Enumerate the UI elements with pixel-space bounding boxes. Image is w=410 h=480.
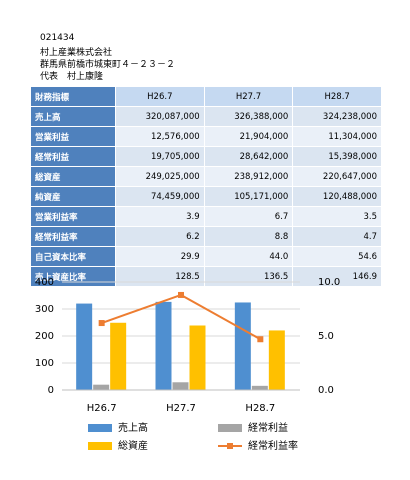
bar <box>155 301 172 390</box>
bar <box>76 303 93 390</box>
cell: 238,912,000 <box>203 166 294 187</box>
cell: 28,642,000 <box>203 146 294 167</box>
x-tick-label: H28.7 <box>245 403 275 414</box>
bar <box>268 330 285 390</box>
bar <box>110 322 127 390</box>
row-label: 経常利益率 <box>30 226 116 247</box>
y-tick-label: 0 <box>48 385 54 396</box>
row-label: 営業利益 <box>30 126 116 147</box>
legend-swatch <box>88 442 112 450</box>
cell: 11,304,000 <box>292 126 382 147</box>
cell: 74,459,000 <box>115 186 205 207</box>
table-row: 営業利益 12,576,000 21,904,000 11,304,000 <box>30 126 382 147</box>
column-header: H26.7 <box>115 86 205 107</box>
legend-swatch-marker <box>227 443 233 449</box>
table-row: 経常利益率 6.2 8.8 4.7 <box>30 226 382 247</box>
cell: 44.0 <box>203 246 294 267</box>
legend-label: 経常利益 <box>248 421 288 434</box>
row-label: 経常利益 <box>30 146 116 167</box>
cell: 326,388,000 <box>203 106 294 127</box>
cell: 6.7 <box>203 206 294 227</box>
column-header: H27.7 <box>203 86 294 107</box>
bar <box>189 325 206 390</box>
bar <box>251 385 268 390</box>
cell: 54.6 <box>292 246 382 267</box>
cell: 320,087,000 <box>115 106 205 127</box>
legend-label: 総資産 <box>118 439 148 452</box>
y-tick-label: 300 <box>35 304 54 315</box>
x-tick-label: H27.7 <box>166 403 196 414</box>
header-row: 財務指標 H26.7 H27.7 H28.7 <box>30 86 382 107</box>
bar <box>93 384 110 390</box>
table-row: 自己資本比率 29.9 44.0 54.6 <box>30 246 382 267</box>
cell: 15,398,000 <box>292 146 382 167</box>
legend-swatch <box>218 424 242 432</box>
column-header: 財務指標 <box>30 86 116 107</box>
cell: 3.9 <box>115 206 205 227</box>
cell: 19,705,000 <box>115 146 205 167</box>
cell: 105,171,000 <box>203 186 294 207</box>
cell: 249,025,000 <box>115 166 205 187</box>
code: 021434 <box>40 33 75 43</box>
chart: 0 100 200 300 400 0.0 5.0 10.0 H26.7 H27.7 H28.7 売上… <box>35 277 340 452</box>
company: 村上産業株式会社 <box>40 48 113 58</box>
table-row: 純資産 74,459,000 105,171,000 120,488,000 <box>30 186 382 207</box>
representative: 代表 村上康隆 <box>40 72 104 82</box>
cell: 21,904,000 <box>203 126 294 147</box>
finance-table: 財務指標 H26.7 H27.7 H28.7 売上高 320,087,000 326,388… <box>30 86 382 287</box>
x-tick-label: H26.7 <box>87 403 117 414</box>
row-label: 売上高 <box>30 106 116 127</box>
row-label: 純資産 <box>30 186 116 207</box>
legend-label: 経常利益率 <box>248 439 298 452</box>
bar <box>234 302 251 390</box>
y-tick-label: 200 <box>35 331 54 342</box>
y2-tick-label: 10.0 <box>318 277 340 288</box>
y2-tick-label: 5.0 <box>318 331 334 342</box>
legend-swatch <box>88 424 112 432</box>
line-marker <box>178 291 184 298</box>
address: 群馬県前橋市城東町４－２３－２ <box>40 60 176 70</box>
y-tick-label: 400 <box>35 277 54 288</box>
cell: 146.9 <box>292 266 382 287</box>
cell: 29.9 <box>115 246 205 267</box>
bar <box>172 382 189 390</box>
y2-tick-label: 0.0 <box>318 385 334 396</box>
line-marker <box>98 320 105 327</box>
cell: 220,647,000 <box>292 166 382 187</box>
column-header: H28.7 <box>292 86 382 107</box>
row-label: 営業利益率 <box>30 206 116 227</box>
row-label: 総資産 <box>30 166 116 187</box>
table-row: 営業利益率 3.9 6.7 3.5 <box>30 206 382 227</box>
line-marker <box>257 336 264 343</box>
table-row: 売上高 320,087,000 326,388,000 324,238,000 <box>30 106 382 127</box>
cell: 6.2 <box>115 226 205 247</box>
row-label: 自己資本比率 <box>30 246 116 267</box>
cell: 4.7 <box>292 226 382 247</box>
legend-label: 売上高 <box>118 421 148 434</box>
table-row: 総資産 249,025,000 238,912,000 220,647,000 <box>30 166 382 187</box>
cell: 324,238,000 <box>292 106 382 127</box>
cell: 12,576,000 <box>115 126 205 147</box>
cell: 120,488,000 <box>292 186 382 207</box>
cell: 8.8 <box>203 226 294 247</box>
table-row: 経常利益 19,705,000 28,642,000 15,398,000 <box>30 146 382 167</box>
y-tick-label: 100 <box>35 358 54 369</box>
cell: 3.5 <box>292 206 382 227</box>
